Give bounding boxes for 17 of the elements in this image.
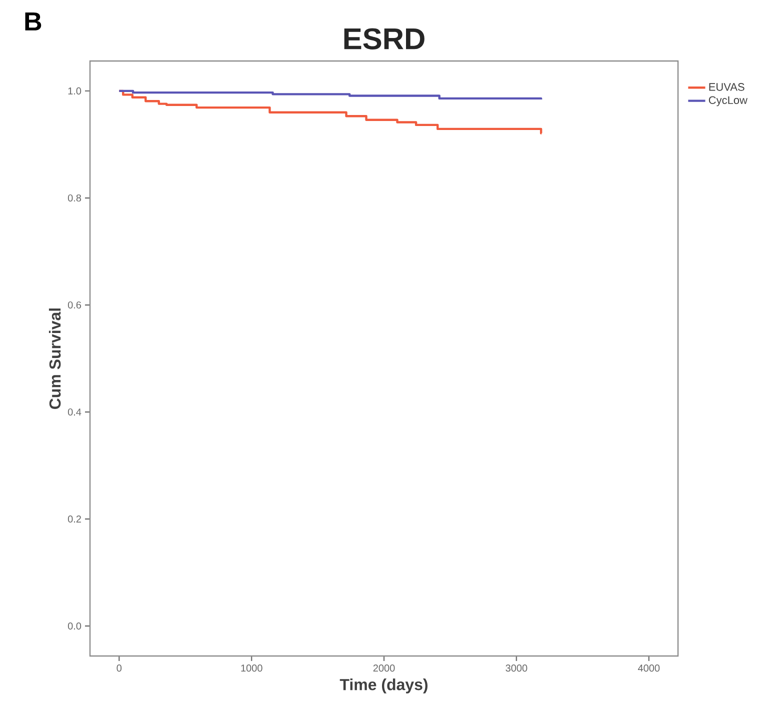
y-tick-label: 0.4 — [68, 408, 82, 416]
x-axis-title: Time (days) — [340, 678, 428, 694]
text: B — [25, 12, 42, 30]
y-tick-label: 0.8 — [68, 194, 82, 202]
legend-label: EUVAS — [709, 83, 744, 91]
x-tick-label: 2000 — [373, 664, 395, 672]
y-tick-label: 0.2 — [68, 515, 81, 523]
x-tick-label: 0 — [116, 664, 122, 672]
legend-label: CycLow — [708, 96, 748, 106]
y-tick-label: 1.0 — [68, 87, 82, 94]
x-tick-label: 1000 — [241, 664, 262, 672]
y-axis-title: Cum Survival — [48, 308, 61, 409]
y-tick-label: 0.0 — [68, 622, 82, 630]
y-tick-label: 0.6 — [68, 301, 82, 309]
chart-title: ESRD — [344, 28, 424, 50]
x-tick-label: 3000 — [506, 664, 528, 672]
x-tick-label: 4000 — [638, 664, 660, 672]
